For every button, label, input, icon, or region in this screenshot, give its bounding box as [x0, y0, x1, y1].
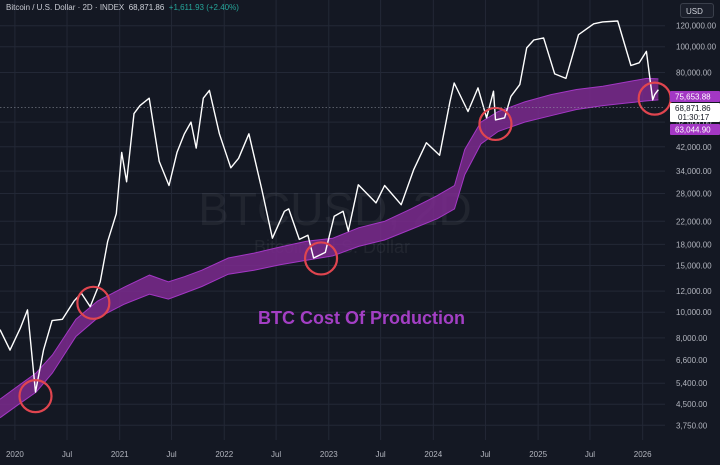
- symbol-name: Bitcoin / U.S. Dollar: [6, 3, 76, 12]
- y-tick-label: 6,600.00: [676, 356, 708, 365]
- lower-band-value: 63,044.90: [675, 126, 711, 135]
- upper-band-value: 75,653.88: [675, 93, 711, 102]
- grid: [0, 0, 665, 440]
- header-price: 68,871.86: [128, 3, 165, 12]
- y-tick-label: 80,000.00: [676, 68, 712, 77]
- y-tick-label: 3,750.00: [676, 421, 708, 430]
- highlight-circle: [18, 378, 53, 414]
- lower-band-tag: [670, 124, 720, 135]
- x-tick-label: Jul: [166, 450, 176, 459]
- y-tick-label: 15,000.00: [676, 261, 712, 270]
- x-axis[interactable]: 2020 Jul 2021 Jul 2022 Jul 2023 Jul 2024 Jul 2025 J…: [6, 450, 652, 459]
- x-tick-label: 2025: [529, 450, 547, 459]
- y-tick-label: 8,000.00: [676, 334, 708, 343]
- y-tick-label: 42,000.00: [676, 143, 712, 152]
- x-tick-label: Jul: [375, 450, 385, 459]
- x-tick-label: 2020: [6, 450, 24, 459]
- y-tick-label: 10,000.00: [676, 308, 712, 317]
- x-tick-label: 2026: [634, 450, 652, 459]
- highlight-circle: [478, 106, 513, 142]
- x-tick-label: Jul: [271, 450, 281, 459]
- y-tick-label: 120,000.00: [676, 22, 717, 31]
- symbol-source: INDEX: [99, 3, 125, 12]
- cost-band-area: [0, 78, 659, 418]
- last-price-value: 68,871.86: [675, 104, 711, 113]
- x-tick-label: Jul: [62, 450, 72, 459]
- countdown-value: 01:30:17: [678, 113, 710, 122]
- y-tick-label: 5,400.00: [676, 379, 708, 388]
- highlight-circles: [18, 81, 672, 414]
- x-tick-label: 2022: [215, 450, 233, 459]
- symbol-interval: 2D: [82, 3, 93, 12]
- x-tick-label: Jul: [585, 450, 595, 459]
- highlight-circle: [303, 241, 339, 276]
- x-tick-label: 2023: [320, 450, 338, 459]
- y-tick-label: 4,500.00: [676, 400, 708, 409]
- y-tick-label: 28,000.00: [676, 189, 712, 198]
- y-tick-label: 34,000.00: [676, 167, 712, 176]
- cost-band-upper: [0, 77, 659, 400]
- y-tick-label: 18,000.00: [676, 240, 712, 249]
- cost-annotation: BTC Cost Of Production: [258, 308, 465, 328]
- upper-band-tag: [670, 91, 720, 102]
- y-axis[interactable]: 120,000.00 100,000.00 80,000.00 52,000.00 42…: [676, 22, 717, 431]
- highlight-circle: [76, 285, 111, 320]
- x-tick-label: Jul: [480, 450, 490, 459]
- y-tick-label: 100,000.00: [676, 43, 717, 52]
- y-tick-label: 22,000.00: [676, 217, 712, 226]
- y-tick-label: 52,000.00: [676, 118, 712, 127]
- y-tick-label: 12,000.00: [676, 287, 712, 296]
- symbol-header[interactable]: Bitcoin / U.S. Dollar · 2D · INDEX 68,87…: [6, 3, 239, 12]
- currency-button[interactable]: USD: [680, 3, 714, 18]
- price-tags: 75,653.88 68,871.86 01:30:17 63,044.90: [670, 91, 720, 135]
- x-tick-label: 2021: [111, 450, 129, 459]
- last-price-tag: [670, 103, 720, 122]
- x-tick-label: 2024: [424, 450, 442, 459]
- header-change: +1,611.93 (+2.40%): [168, 3, 239, 12]
